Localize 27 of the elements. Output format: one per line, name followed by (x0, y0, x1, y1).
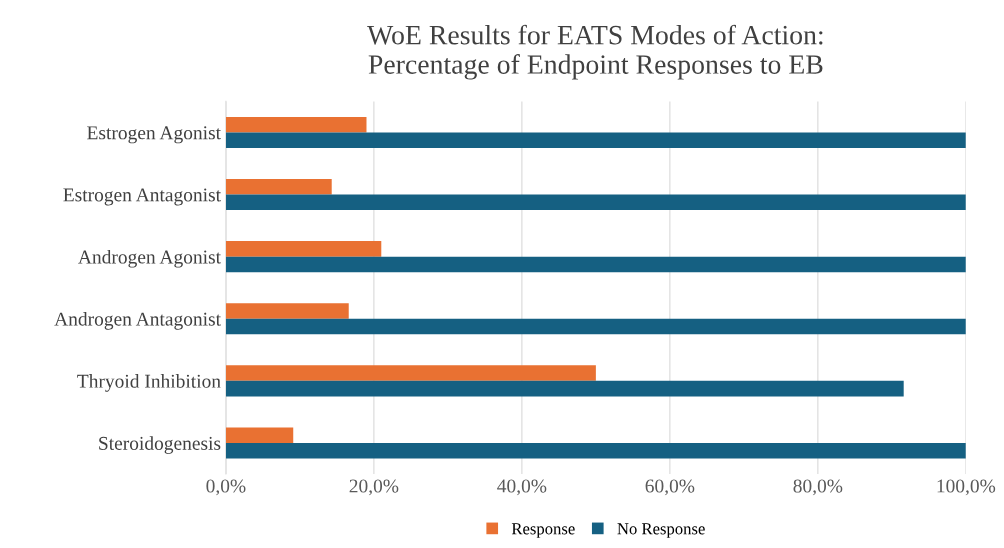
y-tick-label: Androgen Agonist (78, 249, 221, 268)
bar (225, 116, 367, 133)
x-tick-label: 60,0% (645, 479, 695, 496)
bar (225, 179, 332, 195)
legend-label: No Response (617, 523, 705, 538)
x-tick-label: 40,0% (497, 479, 547, 496)
legend-label: Response (511, 523, 575, 538)
bar (225, 427, 294, 443)
y-tick-label: Steroidogenesis (99, 436, 221, 454)
bar (225, 365, 596, 381)
bar (225, 318, 966, 335)
x-tick-label: 20,0% (349, 479, 399, 496)
bar (225, 194, 966, 211)
y-tick-label: Thryoid Inhibition (77, 374, 221, 392)
bar (225, 256, 966, 273)
x-tick-label: 100,0% (937, 479, 996, 496)
chart-title: WoE Results for EATS Modes of Action: Percentage of Endpoint Responses to EB (367, 24, 823, 80)
bar (225, 380, 904, 397)
bar (225, 132, 966, 148)
y-tick-label: Androgen Antagonist (54, 312, 221, 330)
x-tick-label: 80,0% (793, 479, 843, 496)
x-tick-label: 0,0% (206, 479, 246, 496)
y-tick-label: Estrogen Antagonist (63, 188, 221, 206)
bar (225, 303, 349, 319)
y-tick-label: Estrogen Agonist (87, 126, 221, 144)
bar (225, 442, 966, 459)
bar (225, 241, 382, 257)
